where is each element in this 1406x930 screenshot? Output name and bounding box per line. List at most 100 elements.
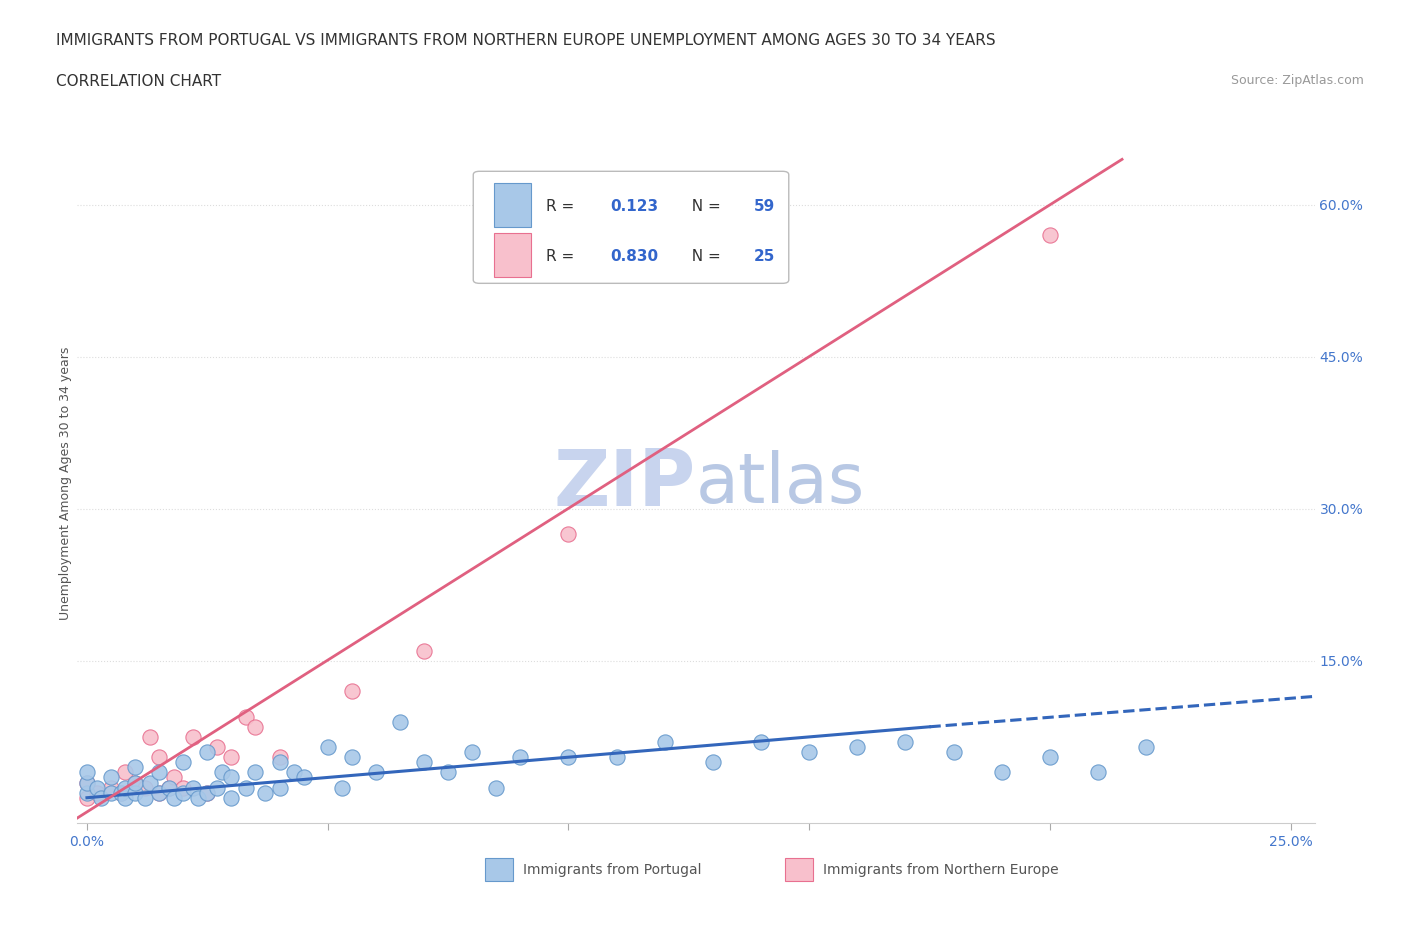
Point [138, 729, 160, 744]
Point [124, 785, 146, 800]
Point [235, 780, 257, 795]
Point [172, 755, 194, 770]
Point [124, 775, 146, 790]
Point [110, 785, 132, 800]
Point [76, 775, 98, 790]
Point [211, 765, 233, 780]
Point [942, 745, 965, 760]
Text: atlas: atlas [696, 450, 865, 517]
Point [245, 765, 267, 780]
Point [797, 745, 820, 760]
Point [316, 739, 339, 754]
Point [76, 775, 98, 790]
Point [76, 785, 98, 800]
Point [134, 790, 156, 805]
Point [364, 765, 387, 780]
Y-axis label: Unemployment Among Ages 30 to 34 years: Unemployment Among Ages 30 to 34 years [59, 347, 72, 620]
Point [148, 785, 170, 800]
Text: 0.123: 0.123 [610, 199, 659, 214]
Point [181, 729, 204, 744]
Point [114, 780, 136, 795]
Point [114, 765, 136, 780]
Point [254, 785, 277, 800]
Point [221, 770, 243, 785]
Point [1087, 765, 1109, 780]
Point [269, 755, 291, 770]
Point [557, 526, 579, 541]
Point [269, 750, 291, 764]
Point [148, 750, 170, 764]
Point [413, 755, 436, 770]
Point [330, 780, 353, 795]
Point [1039, 750, 1062, 764]
Point [76, 790, 98, 805]
Text: 0.830: 0.830 [610, 249, 659, 264]
Point [654, 735, 676, 750]
Point [76, 765, 98, 780]
Point [100, 785, 122, 800]
Point [205, 780, 228, 795]
FancyBboxPatch shape [495, 233, 531, 277]
Point [1039, 228, 1062, 243]
Point [606, 750, 628, 764]
Point [90, 790, 112, 805]
Point [124, 775, 146, 790]
Point [100, 770, 122, 785]
Point [509, 750, 531, 764]
Point [162, 790, 184, 805]
Point [340, 684, 363, 698]
Point [485, 780, 508, 795]
Point [195, 745, 218, 760]
Point [172, 785, 194, 800]
Text: 25: 25 [754, 249, 776, 264]
Point [148, 765, 170, 780]
Point [990, 765, 1012, 780]
Point [181, 780, 204, 795]
Point [557, 750, 579, 764]
Text: N =: N = [682, 199, 725, 214]
Point [114, 790, 136, 805]
Point [157, 780, 180, 795]
Point [138, 775, 160, 790]
Text: N =: N = [682, 249, 725, 264]
Point [148, 785, 170, 800]
Point [195, 785, 218, 800]
Point [437, 765, 460, 780]
Point [292, 770, 315, 785]
Point [388, 714, 411, 729]
Point [846, 739, 869, 754]
Point [702, 755, 724, 770]
Point [221, 750, 243, 764]
Point [283, 765, 305, 780]
Point [157, 780, 180, 795]
Text: Source: ZipAtlas.com: Source: ZipAtlas.com [1230, 74, 1364, 87]
FancyBboxPatch shape [474, 171, 789, 284]
Text: R =: R = [547, 199, 585, 214]
Point [461, 745, 484, 760]
Point [205, 739, 228, 754]
Point [245, 719, 267, 734]
Point [86, 785, 108, 800]
Point [162, 770, 184, 785]
Text: 59: 59 [754, 199, 775, 214]
Text: Immigrants from Portugal: Immigrants from Portugal [523, 862, 702, 877]
Point [235, 710, 257, 724]
Bar [485, 858, 513, 881]
Point [221, 790, 243, 805]
Point [340, 750, 363, 764]
Point [749, 735, 772, 750]
Point [86, 780, 108, 795]
Point [413, 644, 436, 658]
Text: Immigrants from Northern Europe: Immigrants from Northern Europe [823, 862, 1059, 877]
Text: CORRELATION CHART: CORRELATION CHART [56, 74, 221, 89]
Text: ZIP: ZIP [554, 445, 696, 522]
Text: R =: R = [547, 249, 585, 264]
Point [134, 780, 156, 795]
Bar [785, 858, 813, 881]
Point [1135, 739, 1157, 754]
Point [187, 790, 209, 805]
Point [110, 785, 132, 800]
Point [100, 780, 122, 795]
Point [894, 735, 917, 750]
Point [269, 780, 291, 795]
